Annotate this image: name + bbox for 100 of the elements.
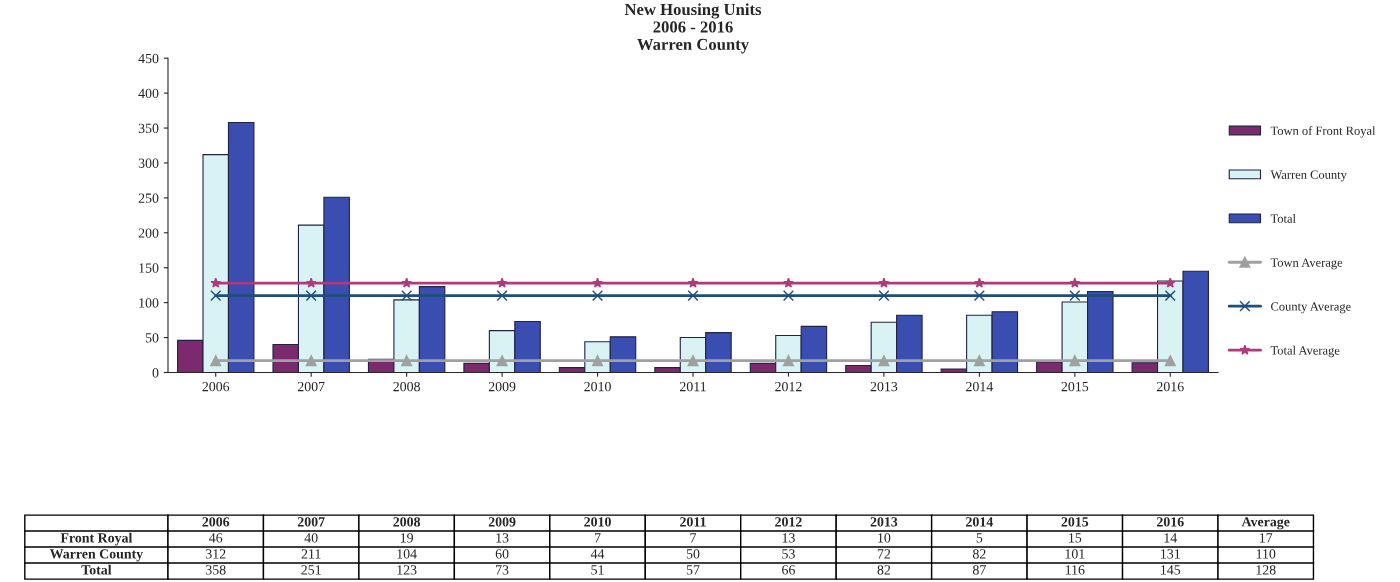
data-label: 46	[209, 533, 223, 543]
y-tick-label: 150	[139, 263, 159, 273]
y-tick-label: 250	[138, 193, 159, 203]
category-label: 2006	[202, 517, 230, 527]
point	[878, 355, 890, 367]
category-label: 2015	[1061, 517, 1089, 527]
data-label: 66	[782, 565, 795, 575]
chart-title: New Housing Units 2006 - 2016 Warren County	[624, 3, 762, 54]
data-label: 10	[878, 533, 891, 543]
category-label: 2014	[966, 517, 993, 527]
point	[401, 355, 413, 367]
x-tick-label: 2013	[870, 381, 898, 392]
point	[305, 277, 317, 288]
legend-label: Total	[1270, 214, 1296, 223]
point	[1164, 290, 1176, 302]
x-tick-label: 2007	[297, 381, 325, 392]
data-label: 13	[782, 533, 795, 543]
y-tick-label: 0	[152, 368, 159, 378]
data-label: 7	[594, 533, 601, 543]
data-label: 44	[590, 549, 605, 559]
x-tick-label: 2010	[584, 381, 611, 392]
data-label: 73	[496, 565, 509, 575]
data-label: 116	[1065, 565, 1085, 575]
point	[592, 277, 603, 288]
point	[1069, 277, 1081, 288]
data-label: 15	[1069, 533, 1082, 543]
text: Average	[1241, 517, 1290, 530]
point	[401, 277, 412, 288]
point	[1164, 355, 1176, 367]
point	[687, 355, 699, 367]
data-label: 87	[972, 565, 986, 575]
data-label: 82	[877, 565, 891, 575]
data-label: 251	[301, 565, 321, 575]
point	[305, 355, 317, 367]
legend-label: County Average	[1271, 302, 1351, 314]
point	[782, 355, 795, 367]
data-label: 53	[782, 549, 795, 559]
x-tick-label: 2011	[679, 381, 706, 392]
text: Warren County	[49, 549, 144, 562]
y-tick-label: 300	[138, 158, 159, 168]
x-tick-label: 2008	[393, 381, 420, 392]
point	[973, 290, 985, 302]
point	[496, 355, 508, 367]
point	[782, 290, 795, 302]
point	[210, 355, 222, 367]
x-tick-label: 2015	[1061, 381, 1089, 392]
data-label: 211	[301, 549, 321, 559]
data-label: 19	[400, 533, 414, 543]
data-label: 104	[397, 549, 417, 559]
x-tick-label: 2009	[488, 381, 516, 392]
y-tick-label: 100	[139, 298, 159, 308]
point	[687, 290, 699, 302]
y-tick-label: 50	[145, 333, 159, 343]
point	[305, 290, 317, 302]
category-label: 2016	[1156, 517, 1184, 527]
data-label: 51	[591, 565, 604, 575]
legend-label: Total Average	[1270, 345, 1340, 358]
point	[1069, 290, 1081, 302]
point	[974, 277, 985, 288]
data-label: 14	[1164, 533, 1177, 543]
point	[1164, 277, 1176, 288]
data-label: 145	[1161, 565, 1181, 575]
data-label: 358	[205, 565, 226, 575]
data-label: 72	[877, 549, 891, 559]
point	[496, 277, 508, 288]
x-tick-label: 2016	[1156, 381, 1184, 392]
category-label: 2013	[870, 517, 898, 527]
point	[878, 277, 890, 288]
x-tick-label: 2014	[966, 381, 994, 392]
x-tick-label: 2012	[775, 381, 802, 392]
point	[878, 290, 890, 302]
y-tick-label: 400	[138, 88, 159, 99]
data-label: 5	[976, 533, 983, 543]
data-label: 82	[972, 549, 986, 559]
point	[210, 290, 222, 302]
category-label: 2009	[488, 517, 516, 527]
category-label: 2007	[297, 517, 325, 527]
data-label: 57	[686, 565, 700, 575]
y-tick-label: 200	[138, 228, 159, 238]
data-label: 7	[690, 533, 697, 543]
category-label: 2011	[680, 517, 706, 527]
point	[783, 277, 794, 288]
point	[591, 290, 604, 302]
y-tick-label: 350	[138, 123, 159, 133]
text: 17	[1260, 533, 1273, 543]
data-label: 13	[496, 533, 509, 543]
text: Front Royal	[60, 532, 133, 546]
category-label: 2010	[584, 517, 611, 527]
data-label: 131	[1161, 549, 1180, 559]
data-label: 123	[397, 565, 417, 575]
x-tick-label: 2006	[202, 381, 230, 392]
data-label: 40	[304, 533, 318, 543]
category-label: 2008	[393, 517, 421, 527]
point	[687, 277, 699, 288]
data-label: 60	[495, 549, 509, 559]
text: Total	[81, 564, 112, 575]
legend-label: Town of Front Royal	[1270, 126, 1376, 138]
point	[401, 290, 413, 302]
point	[973, 355, 985, 367]
legend-label: Warren County	[1270, 170, 1347, 182]
